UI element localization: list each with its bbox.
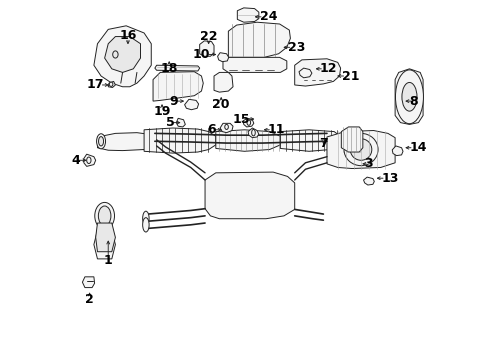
Polygon shape xyxy=(144,128,215,153)
Polygon shape xyxy=(96,223,115,252)
Ellipse shape xyxy=(109,82,113,86)
Ellipse shape xyxy=(251,130,255,136)
Text: 16: 16 xyxy=(119,29,136,42)
Polygon shape xyxy=(298,68,311,78)
Polygon shape xyxy=(391,146,402,156)
Polygon shape xyxy=(341,127,362,152)
Text: 19: 19 xyxy=(153,105,170,118)
Text: 21: 21 xyxy=(341,69,359,82)
Ellipse shape xyxy=(98,206,111,226)
Polygon shape xyxy=(223,57,286,72)
Polygon shape xyxy=(199,41,214,56)
Polygon shape xyxy=(94,230,115,259)
Text: 17: 17 xyxy=(86,78,104,91)
Polygon shape xyxy=(94,26,151,87)
Text: 8: 8 xyxy=(408,95,417,108)
Text: 7: 7 xyxy=(318,137,327,150)
Text: 9: 9 xyxy=(169,95,178,108)
Ellipse shape xyxy=(401,82,416,111)
Ellipse shape xyxy=(112,51,118,58)
Polygon shape xyxy=(83,154,96,166)
Text: 12: 12 xyxy=(319,62,337,75)
Text: 18: 18 xyxy=(160,62,178,75)
Polygon shape xyxy=(217,53,228,62)
Polygon shape xyxy=(108,81,115,87)
Text: 22: 22 xyxy=(200,30,217,43)
Polygon shape xyxy=(82,277,94,288)
Text: 3: 3 xyxy=(364,157,372,170)
Polygon shape xyxy=(228,22,290,57)
Ellipse shape xyxy=(86,157,91,163)
Text: 11: 11 xyxy=(267,123,285,136)
Text: 23: 23 xyxy=(287,41,305,54)
Polygon shape xyxy=(243,118,253,127)
Polygon shape xyxy=(97,133,155,150)
Text: 24: 24 xyxy=(259,10,277,23)
Polygon shape xyxy=(215,130,280,151)
Polygon shape xyxy=(204,172,294,219)
Polygon shape xyxy=(247,128,258,138)
Text: 20: 20 xyxy=(212,98,229,111)
Polygon shape xyxy=(176,118,185,127)
Polygon shape xyxy=(394,69,422,125)
Polygon shape xyxy=(155,65,199,71)
Ellipse shape xyxy=(96,134,105,149)
Ellipse shape xyxy=(142,218,149,232)
Polygon shape xyxy=(280,130,341,151)
Ellipse shape xyxy=(395,70,423,124)
Text: 2: 2 xyxy=(85,293,94,306)
Text: 5: 5 xyxy=(165,116,174,129)
Polygon shape xyxy=(294,59,340,86)
Polygon shape xyxy=(184,99,198,110)
Ellipse shape xyxy=(246,120,250,125)
Polygon shape xyxy=(237,8,258,22)
Polygon shape xyxy=(104,37,140,72)
Polygon shape xyxy=(153,72,203,101)
Ellipse shape xyxy=(224,125,228,130)
Polygon shape xyxy=(220,123,233,133)
Text: 1: 1 xyxy=(103,253,112,266)
Text: 13: 13 xyxy=(381,172,398,185)
Text: 4: 4 xyxy=(71,154,80,167)
Ellipse shape xyxy=(142,211,149,226)
Text: 10: 10 xyxy=(193,48,210,61)
Text: 14: 14 xyxy=(408,141,426,154)
Polygon shape xyxy=(326,131,394,168)
Text: 6: 6 xyxy=(207,123,215,136)
Ellipse shape xyxy=(95,202,114,229)
Ellipse shape xyxy=(344,134,377,166)
Polygon shape xyxy=(214,72,233,92)
Polygon shape xyxy=(363,177,373,185)
Text: 15: 15 xyxy=(232,113,250,126)
Ellipse shape xyxy=(99,136,103,146)
Ellipse shape xyxy=(349,139,371,160)
